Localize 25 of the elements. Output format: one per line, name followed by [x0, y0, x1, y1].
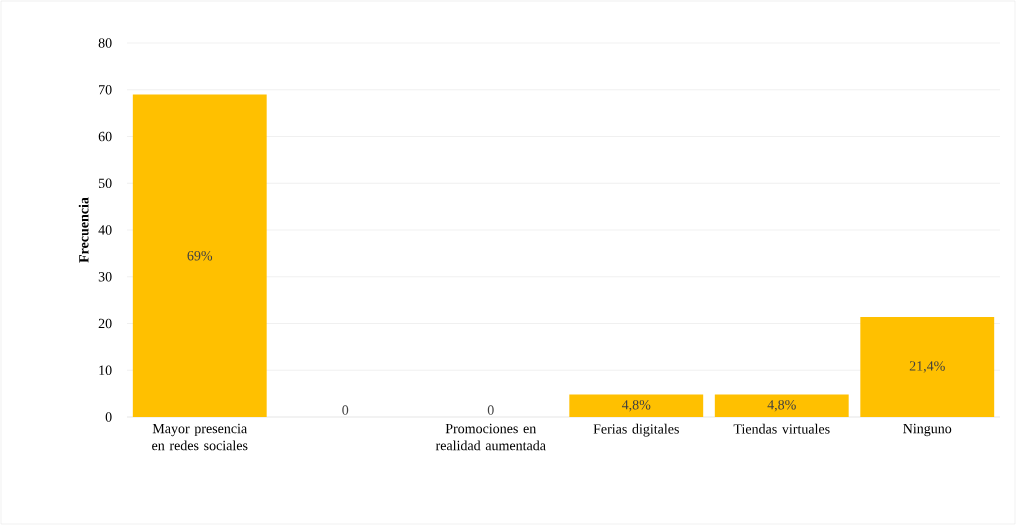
data-label: 4,8%	[621, 400, 651, 412]
data-label: 4,8%	[767, 400, 796, 412]
x-tick-label: Promociones en realidad aumentada	[435, 423, 546, 451]
x-tick-label: Ferias digitales	[593, 423, 679, 437]
y-tick-label: 60	[98, 131, 112, 142]
data-label: 0	[487, 405, 494, 415]
data-label: 69%	[187, 250, 213, 261]
y-tick-label: 50	[98, 178, 112, 188]
bar	[569, 394, 704, 417]
x-tick-label: Ninguno	[903, 423, 952, 437]
y-tick-label: 30	[98, 272, 112, 282]
y-axis-title: Frecuencia	[78, 197, 89, 263]
y-tick-label: 20	[98, 318, 112, 329]
y-tick-label: 0	[105, 412, 112, 422]
y-tick-label: 10	[99, 365, 112, 375]
bar	[714, 394, 849, 417]
data-label: 21,4%	[909, 361, 945, 373]
x-tick-label: Tiendas virtuales	[733, 423, 830, 434]
y-tick-label: 80	[98, 38, 112, 48]
y-tick-label: 40	[98, 225, 112, 235]
bar	[860, 316, 995, 417]
y-tick-label: 70	[99, 85, 112, 95]
bar	[132, 94, 267, 417]
data-label: 0	[342, 405, 349, 415]
x-tick-label: Mayor presencia en redes sociales	[152, 423, 248, 451]
